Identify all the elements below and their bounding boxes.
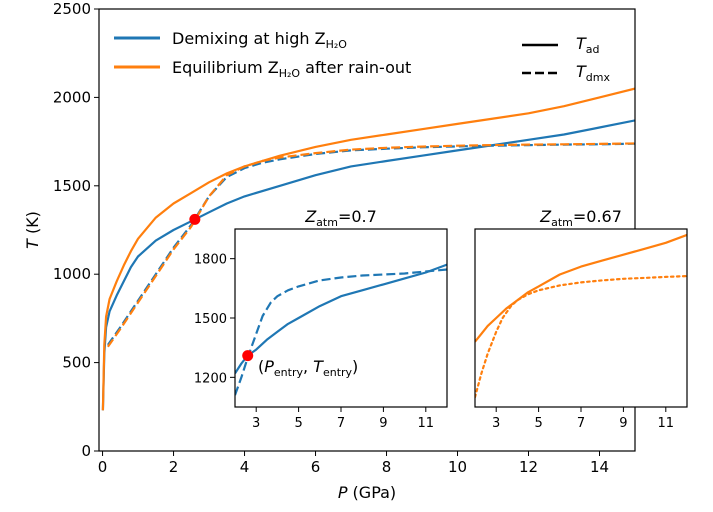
inset1-xtick-label: 9 bbox=[379, 416, 387, 431]
inset2-xtick-label: 5 bbox=[534, 416, 542, 431]
main-xtick-label: 6 bbox=[311, 458, 321, 476]
inset1-ytick-label: 1800 bbox=[194, 253, 227, 268]
legend-label-equilibrium: Equilibrium ZH₂O after rain-out bbox=[172, 58, 411, 80]
inset-zatm-0-7: 3 5 7 9 11 1200 1500 1800 Zatm=0.7 (Pentry, Te… bbox=[194, 207, 448, 431]
inset2-xtick-label: 7 bbox=[577, 416, 585, 431]
main-ytick-label: 1500 bbox=[53, 177, 91, 195]
inset1-ytick-label: 1500 bbox=[194, 312, 227, 327]
main-xtick-label: 12 bbox=[519, 458, 538, 476]
inset1-series-1 bbox=[235, 268, 447, 396]
entry-point-annotation: (Pentry, Tentry) bbox=[258, 357, 358, 379]
main-series-2 bbox=[101, 87, 635, 411]
inset1-xtick-label: 7 bbox=[337, 416, 345, 431]
main-xtick-label: 14 bbox=[590, 458, 609, 476]
main-xtick-label: 0 bbox=[98, 458, 108, 476]
x-axis-label: P (GPa) bbox=[338, 483, 396, 502]
inset2-title: Zatm=0.67 bbox=[539, 207, 622, 229]
legend-label-tad: Tad bbox=[576, 34, 600, 56]
legend-label-demixing: Demixing at high ZH₂O bbox=[172, 29, 347, 51]
main-xtick-label: 10 bbox=[448, 458, 467, 476]
inset1-ytick-label: 1200 bbox=[194, 371, 227, 386]
main-xtick-label: 2 bbox=[169, 458, 179, 476]
main-ytick-label: 500 bbox=[62, 354, 91, 372]
main-series-3 bbox=[106, 142, 635, 348]
main-ytick-label: 1000 bbox=[53, 265, 91, 283]
main-xtick-label: 8 bbox=[382, 458, 392, 476]
inset1-xtick-label: 11 bbox=[418, 416, 435, 431]
inset1-xtick-label: 3 bbox=[252, 416, 260, 431]
main-ytick-label: 2500 bbox=[53, 0, 91, 18]
legend-series: Demixing at high ZH₂O Equilibrium ZH₂O a… bbox=[114, 29, 411, 80]
inset2-xtick-label: 9 bbox=[619, 416, 627, 431]
inset1-title: Zatm=0.7 bbox=[304, 207, 377, 229]
inset2-xtick-label: 11 bbox=[658, 416, 675, 431]
main-ytick-label: 2000 bbox=[53, 88, 91, 106]
y-axis-label: T (K) bbox=[23, 211, 42, 249]
inset1-xtick-label: 5 bbox=[294, 416, 302, 431]
main-entry-marker bbox=[189, 213, 201, 225]
inset2-series-1 bbox=[475, 275, 687, 399]
main-plot: 0 2 4 6 8 10 12 14 0 500 1000 1500 2000 2500 P (GPa)… bbox=[23, 0, 636, 502]
inset2-xtick-label: 3 bbox=[492, 416, 500, 431]
legend-label-tdmx: Tdmx bbox=[576, 62, 610, 84]
inset2-series-0 bbox=[475, 233, 687, 343]
main-ytick-label: 0 bbox=[81, 442, 91, 460]
main-xtick-label: 4 bbox=[240, 458, 250, 476]
legend-style: Tad Tdmx bbox=[522, 34, 610, 84]
inset1-entry-marker bbox=[242, 350, 254, 362]
inset-zatm-0-67: 3 5 7 9 11 Zatm=0.67 bbox=[474, 207, 688, 431]
